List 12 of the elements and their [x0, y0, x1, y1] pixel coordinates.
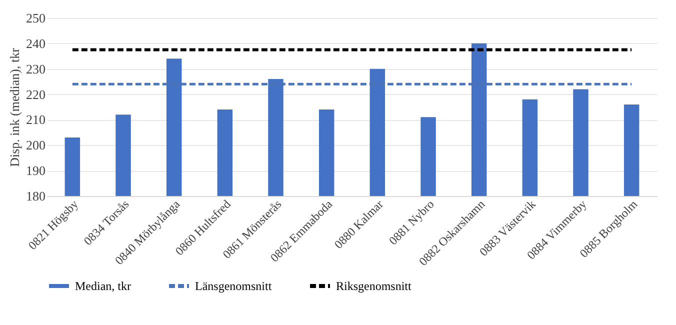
- y-tick-label: 180: [26, 188, 46, 204]
- y-tick-label: 230: [26, 61, 46, 76]
- y-tick-label: 250: [26, 10, 46, 26]
- y-tick-label: 190: [26, 163, 46, 178]
- legend-label: Median, tkr: [75, 279, 131, 293]
- y-tick-label: 220: [26, 86, 46, 102]
- y-tick-label: 240: [26, 36, 46, 51]
- y-tick-label: 210: [26, 112, 46, 128]
- y-axis-title: Disp. ink (median), tkr: [7, 47, 22, 167]
- y-tick-label: 200: [26, 138, 46, 153]
- legend-label: Riksgenomsnitt: [336, 279, 412, 293]
- legend-label: Länsgenomsnitt: [195, 279, 272, 293]
